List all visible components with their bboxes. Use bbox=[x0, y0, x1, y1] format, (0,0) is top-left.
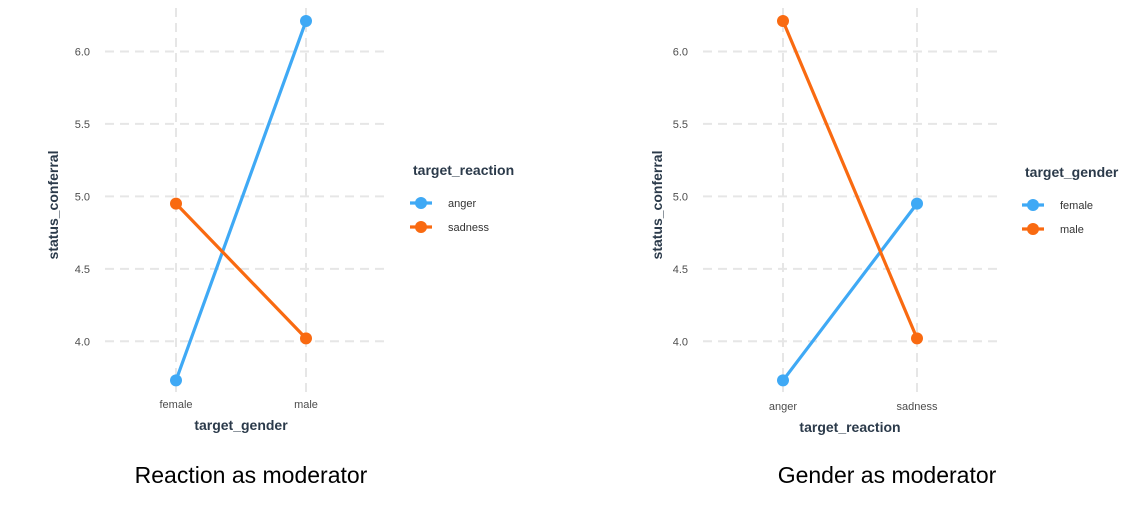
series-line-female bbox=[781, 202, 919, 383]
data-point-anger bbox=[300, 15, 312, 28]
data-point-female bbox=[777, 374, 789, 387]
panel-caption: Gender as moderator bbox=[778, 462, 997, 488]
y-tick-label: 4.0 bbox=[75, 336, 90, 348]
x-tick-label: anger bbox=[769, 401, 797, 413]
y-tick-label: 4.0 bbox=[673, 336, 688, 348]
legend-key-point bbox=[1027, 223, 1039, 235]
data-point-sadness bbox=[170, 197, 182, 210]
x-tick-label: female bbox=[159, 399, 192, 411]
y-tick-label: 5.5 bbox=[75, 119, 90, 131]
y-tick-label: 6.0 bbox=[75, 46, 90, 58]
series-line-anger bbox=[174, 19, 308, 383]
y-tick-label: 6.0 bbox=[673, 46, 688, 58]
series-line-sadness bbox=[174, 202, 308, 340]
legend-title: target_gender bbox=[1025, 164, 1119, 180]
data-point-male bbox=[911, 332, 923, 345]
x-axis-title: target_reaction bbox=[799, 419, 900, 435]
legend-label: male bbox=[1060, 224, 1084, 236]
data-point-anger bbox=[170, 374, 182, 387]
chart-panel-2: 4.0 4.5 5.0 5.5 6.0 anger sadness target_reacti… bbox=[649, 8, 1119, 488]
data-point-male bbox=[777, 15, 789, 28]
x-axis-title: target_gender bbox=[194, 417, 288, 433]
panel-caption: Reaction as moderator bbox=[135, 462, 368, 488]
y-tick-label: 5.0 bbox=[673, 191, 688, 203]
legend-key-point bbox=[1027, 199, 1039, 211]
y-tick-label: 5.5 bbox=[673, 119, 688, 131]
y-tick-label: 4.5 bbox=[75, 264, 90, 276]
legend-label: anger bbox=[448, 198, 476, 210]
legend-label: sadness bbox=[448, 222, 489, 234]
data-point-female bbox=[911, 197, 923, 210]
y-tick-label: 4.5 bbox=[673, 264, 688, 276]
data-point-sadness bbox=[300, 332, 312, 345]
y-axis-title: status_conferral bbox=[649, 151, 665, 260]
series-line-male bbox=[781, 19, 919, 340]
legend-key-point bbox=[415, 221, 427, 233]
legend-title: target_reaction bbox=[413, 162, 514, 178]
chart-panel-1: 4.0 4.5 5.0 5.5 6.0 female male target_gender st… bbox=[45, 8, 514, 488]
legend-key-point bbox=[415, 197, 427, 209]
y-axis-title: status_conferral bbox=[45, 151, 61, 260]
x-tick-label: sadness bbox=[897, 401, 938, 413]
x-tick-label: male bbox=[294, 399, 318, 411]
y-tick-label: 5.0 bbox=[75, 191, 90, 203]
legend-label: female bbox=[1060, 200, 1093, 212]
